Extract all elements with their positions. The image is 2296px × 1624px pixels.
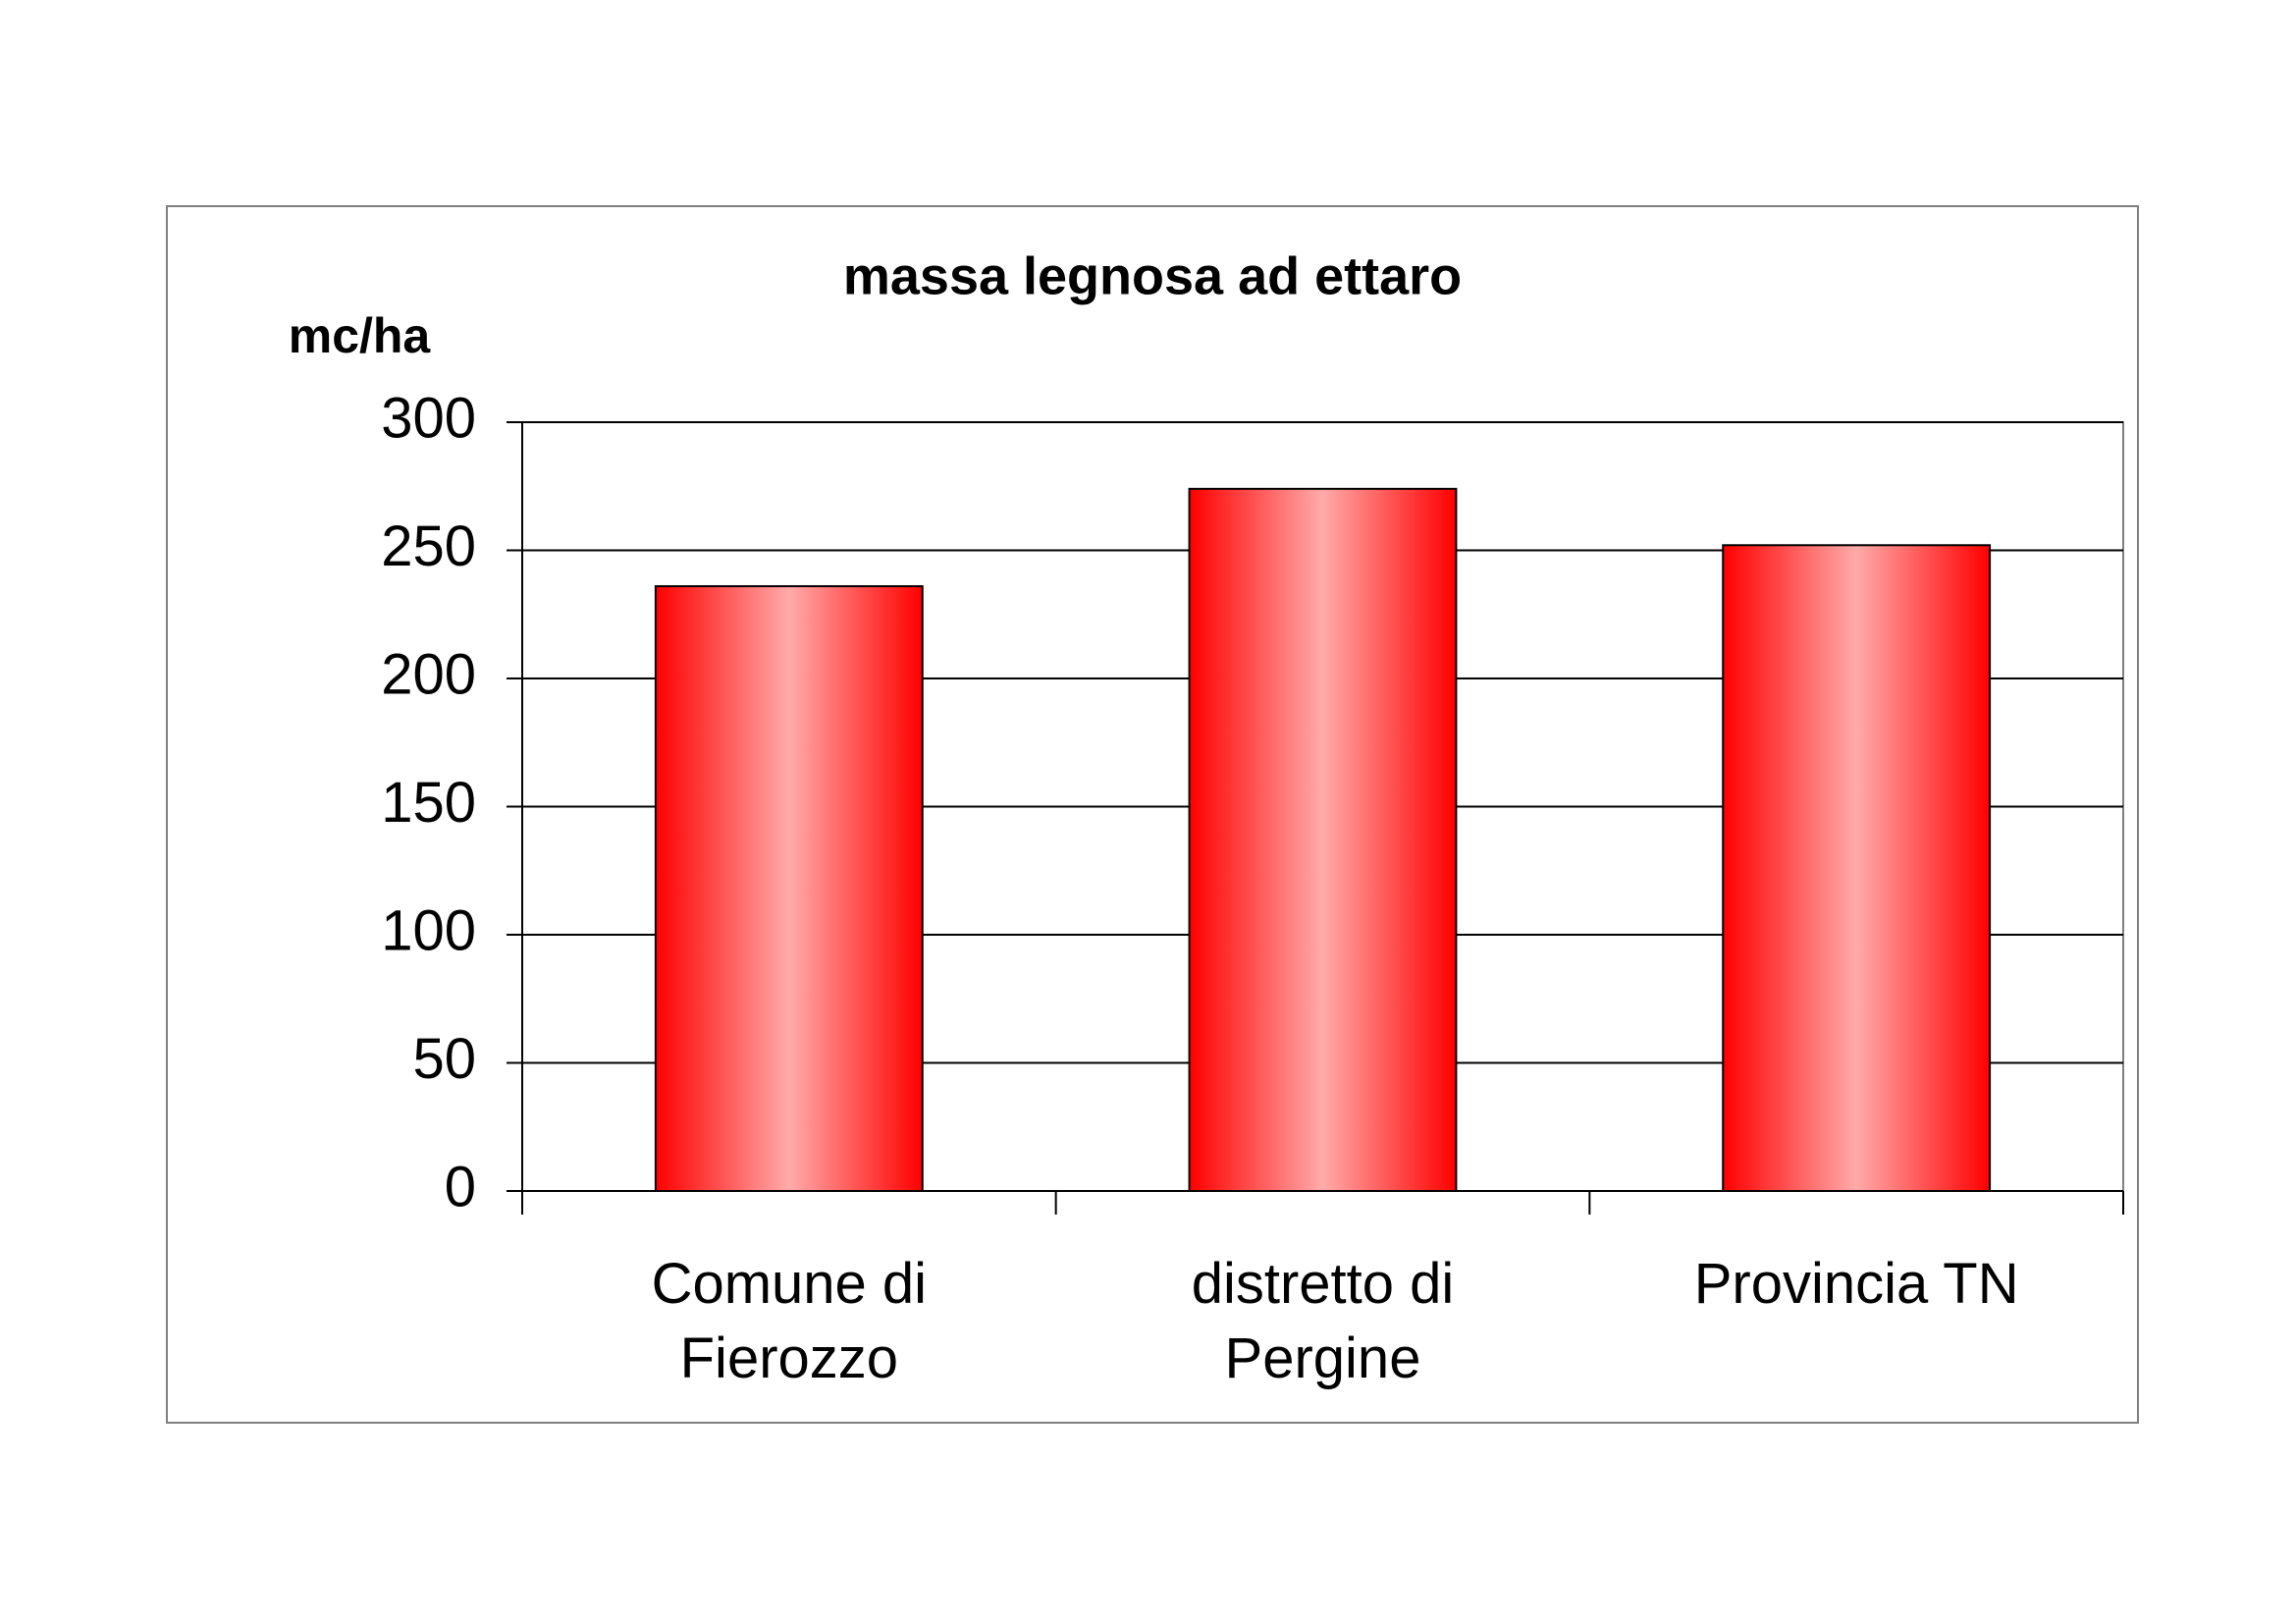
y-tick-label: 100 [381,898,476,962]
y-tick-label: 150 [381,771,476,835]
x-tick-label: Comune di Fierozzo [651,1252,928,1390]
y-axis-label: mc/ha [289,308,432,363]
bar [1722,544,1992,1192]
y-tick-label: 50 [412,1027,476,1091]
y-tick-label: 200 [381,642,476,706]
x-tick-label: Provincia TN [1693,1252,2019,1316]
y-tick-label: 250 [381,514,476,578]
chart-frame [166,205,2139,1424]
chart-title: massa legnosa ad ettaro [843,246,1462,305]
bar [1188,487,1458,1192]
y-tick-label: 300 [381,386,476,450]
y-tick-label: 0 [445,1155,476,1218]
bar [654,585,924,1192]
x-tick-label: distretto di Pergine [1191,1252,1455,1390]
